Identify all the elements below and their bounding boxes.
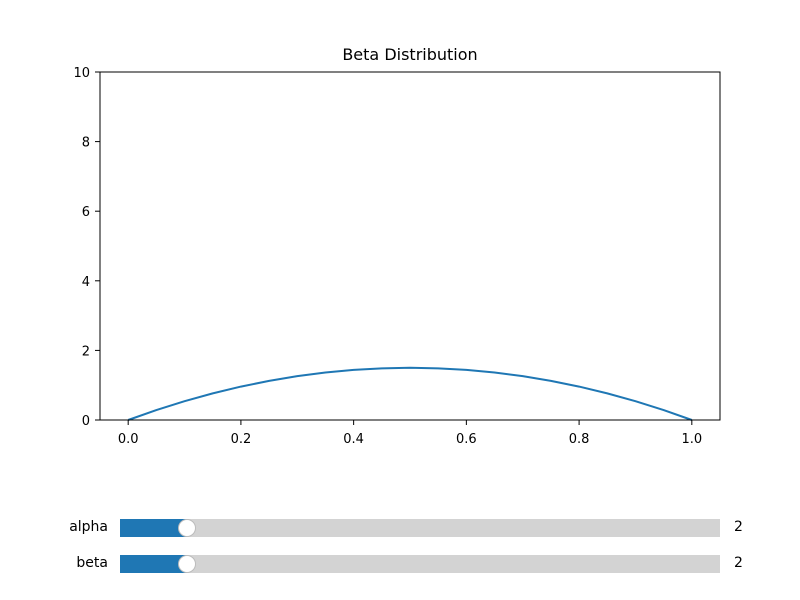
beta-slider-row: beta 2 <box>0 554 800 574</box>
chart-title: Beta Distribution <box>342 45 477 64</box>
plot-area: 0.0 0.2 0.4 0.6 0.8 1.0 0 2 4 6 8 10 <box>73 66 721 447</box>
y-tick-label-5: 10 <box>73 66 90 81</box>
beta-slider-handle[interactable] <box>177 555 196 573</box>
beta-slider-label: beta <box>76 555 108 571</box>
beta-slider-fill <box>120 555 187 573</box>
alpha-slider-handle[interactable] <box>177 519 196 537</box>
alpha-slider-value: 2 <box>734 519 743 535</box>
x-tick-label-0: 0.0 <box>118 432 139 447</box>
alpha-slider-label: alpha <box>69 519 108 535</box>
alpha-slider-fill <box>120 519 187 537</box>
axes-frame <box>99 71 721 421</box>
x-tick-label-2: 0.4 <box>343 432 364 447</box>
series-line-0 <box>127 366 693 421</box>
alpha-slider[interactable] <box>120 519 720 537</box>
x-tick-label-5: 1.0 <box>681 432 702 447</box>
y-tick-label-1: 2 <box>82 344 90 359</box>
x-tick-label-3: 0.6 <box>456 432 477 447</box>
y-tick-label-0: 0 <box>82 414 90 429</box>
beta-chart: Beta Distribution 0.0 0.2 0.4 0.6 0.8 1.0 0 2 4 6… <box>73 45 721 447</box>
beta-slider-value: 2 <box>734 555 743 571</box>
y-tick-label-2: 4 <box>82 275 90 290</box>
alpha-slider-row: alpha 2 <box>0 518 800 538</box>
y-tick-label-3: 6 <box>82 205 90 220</box>
x-tick-label-1: 0.2 <box>231 432 252 447</box>
y-tick-label-4: 8 <box>82 136 90 151</box>
x-tick-label-4: 0.8 <box>569 432 590 447</box>
beta-slider[interactable] <box>120 555 720 573</box>
